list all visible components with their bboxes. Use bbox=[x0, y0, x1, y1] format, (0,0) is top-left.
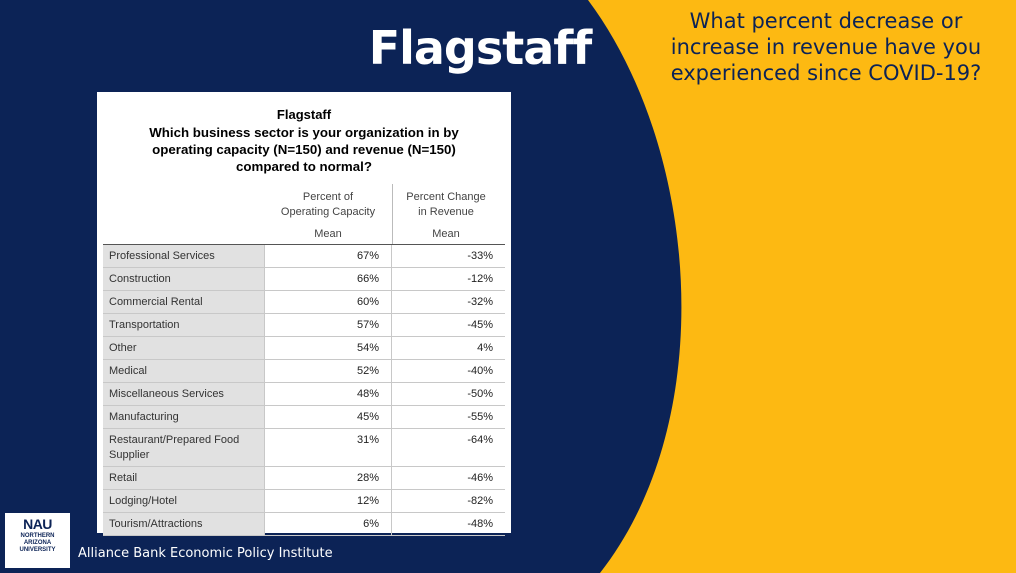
row-label: Construction bbox=[103, 268, 264, 290]
column-stat-revenue: Mean bbox=[432, 228, 460, 240]
row-label: Professional Services bbox=[103, 245, 264, 267]
logo-line: ARIZONA bbox=[23, 540, 52, 546]
footer-text: Alliance Bank Economic Policy Institute bbox=[78, 546, 333, 561]
header-divider bbox=[392, 184, 393, 244]
logo-line: NORTHERN bbox=[20, 533, 55, 539]
capacity-cell: 54% bbox=[264, 337, 392, 359]
question-line: What percent decrease or bbox=[689, 9, 963, 33]
revenue-cell: -33% bbox=[467, 250, 493, 262]
table-row: Manufacturing 45% -55% bbox=[103, 406, 505, 429]
column-header-line: in Revenue bbox=[418, 206, 474, 218]
results-table-panel: Flagstaff Which business sector is your … bbox=[97, 92, 511, 536]
column-header-capacity: Percent of Operating Capacity bbox=[265, 190, 391, 220]
table-row: Lodging/Hotel 12% -82% bbox=[103, 490, 505, 513]
capacity-cell: 48% bbox=[264, 383, 392, 405]
capacity-cell: 12% bbox=[264, 490, 392, 512]
column-header-line: Operating Capacity bbox=[280, 206, 376, 218]
revenue-cell: -12% bbox=[467, 273, 493, 285]
table-body: Professional Services 67% -33% Constructio… bbox=[103, 244, 505, 536]
question-line: increase in revenue have you bbox=[670, 35, 982, 59]
capacity-cell: 57% bbox=[264, 314, 392, 336]
table-question: Which business sector is your organizati… bbox=[117, 124, 491, 175]
revenue-cell: -40% bbox=[467, 365, 493, 377]
revenue-cell: -82% bbox=[467, 495, 493, 507]
row-label: Medical bbox=[103, 360, 264, 382]
capacity-cell: 60% bbox=[264, 291, 392, 313]
table-row: Commercial Rental 60% -32% bbox=[103, 291, 505, 314]
revenue-cell: -46% bbox=[467, 472, 493, 484]
column-stat-capacity: Mean bbox=[314, 228, 342, 240]
capacity-cell: 67% bbox=[264, 245, 392, 267]
logo-line: UNIVERSITY bbox=[19, 547, 56, 553]
column-header-line: Percent Change bbox=[406, 191, 486, 203]
table-question-line: compared to normal? bbox=[236, 159, 372, 174]
revenue-cell: -45% bbox=[467, 319, 493, 331]
table-question-line: operating capacity (N=150) and revenue (… bbox=[152, 142, 456, 157]
column-header-revenue: Percent Change in Revenue bbox=[393, 190, 499, 220]
slide-title: Flagstaff bbox=[368, 21, 593, 75]
row-label: Transportation bbox=[103, 314, 264, 336]
nau-logo: NAU NORTHERN ARIZONA UNIVERSITY bbox=[5, 513, 70, 568]
row-label: Restaurant/Prepared Food Supplier bbox=[103, 429, 264, 466]
revenue-cell: -64% bbox=[467, 434, 493, 446]
capacity-cell: 31% bbox=[264, 429, 392, 466]
question-line: experienced since COVID-19? bbox=[670, 61, 982, 85]
table-question-line: Which business sector is your organizati… bbox=[149, 125, 459, 140]
revenue-cell: -32% bbox=[467, 296, 493, 308]
table-row: Restaurant/Prepared Food Supplier 31% -64% bbox=[103, 429, 505, 467]
revenue-cell: -55% bbox=[467, 411, 493, 423]
table-row: Retail 28% -46% bbox=[103, 467, 505, 490]
row-label: Lodging/Hotel bbox=[103, 490, 264, 512]
capacity-cell: 6% bbox=[264, 513, 392, 535]
table-row: Miscellaneous Services 48% -50% bbox=[103, 383, 505, 406]
revenue-cell: -48% bbox=[467, 518, 493, 530]
row-label: Manufacturing bbox=[103, 406, 264, 428]
logo-subtext: NORTHERN ARIZONA UNIVERSITY bbox=[5, 533, 70, 554]
capacity-cell: 66% bbox=[264, 268, 392, 290]
row-label: Commercial Rental bbox=[103, 291, 264, 313]
row-label: Retail bbox=[103, 467, 264, 489]
capacity-cell: 52% bbox=[264, 360, 392, 382]
table-title: Flagstaff bbox=[276, 107, 332, 122]
logo-wordmark: NAU bbox=[23, 516, 52, 532]
table-row: Tourism/Attractions 6% -48% bbox=[103, 513, 505, 536]
capacity-cell: 45% bbox=[264, 406, 392, 428]
row-label: Tourism/Attractions bbox=[103, 513, 264, 535]
revenue-cell: -50% bbox=[467, 388, 493, 400]
slide-question: What percent decrease or increase in rev… bbox=[640, 8, 1012, 86]
table-row: Transportation 57% -45% bbox=[103, 314, 505, 337]
capacity-cell: 28% bbox=[264, 467, 392, 489]
table-row: Other 54% 4% bbox=[103, 337, 505, 360]
table-row: Professional Services 67% -33% bbox=[103, 245, 505, 268]
table-row: Medical 52% -40% bbox=[103, 360, 505, 383]
column-header-line: Percent of bbox=[302, 191, 354, 203]
revenue-cell: 4% bbox=[477, 342, 493, 354]
row-label: Other bbox=[103, 337, 264, 359]
table-row: Construction 66% -12% bbox=[103, 268, 505, 291]
row-label: Miscellaneous Services bbox=[103, 383, 264, 405]
